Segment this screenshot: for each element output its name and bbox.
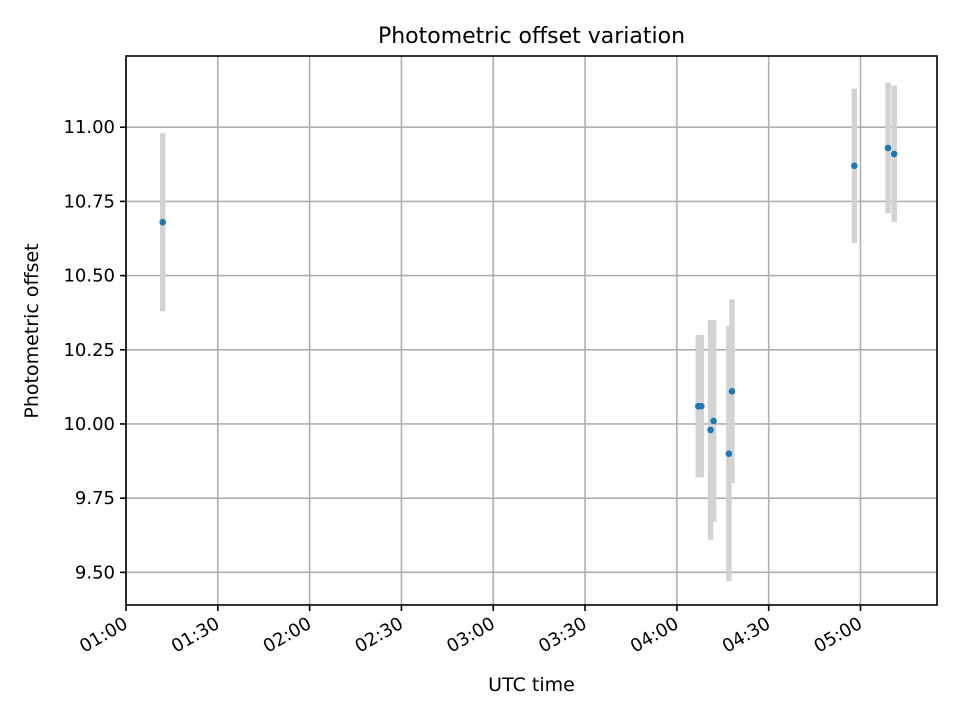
y-axis-label: Photometric offset — [21, 243, 43, 418]
y-tick-label: 11.00 — [63, 117, 115, 138]
data-point — [698, 402, 705, 410]
grid — [125, 56, 937, 605]
y-tick-label: 10.00 — [63, 414, 115, 435]
plot-frame — [125, 55, 938, 606]
data-point — [707, 426, 714, 434]
plot-area — [126, 56, 937, 605]
data-point — [884, 144, 892, 152]
y-tick-label: 10.75 — [63, 191, 115, 212]
data-point — [710, 417, 717, 425]
y-tick-label: 10.50 — [63, 266, 115, 287]
data-point — [725, 450, 733, 457]
y-tick-label: 10.25 — [63, 340, 115, 361]
y-tick-label: 9.50 — [75, 562, 115, 583]
y-axis: 9.50 9.75 10.00 10.25 10.50 10.75 11.00 — [63, 117, 126, 583]
y-tick-label: 9.75 — [75, 488, 115, 509]
data-point — [890, 150, 898, 158]
chart-title: Photometric offset variation — [378, 24, 685, 49]
data-point — [728, 388, 736, 395]
data-points — [159, 144, 898, 457]
data-point — [851, 162, 858, 170]
x-axis-label: UTC time — [488, 674, 575, 696]
data-point — [159, 218, 167, 226]
